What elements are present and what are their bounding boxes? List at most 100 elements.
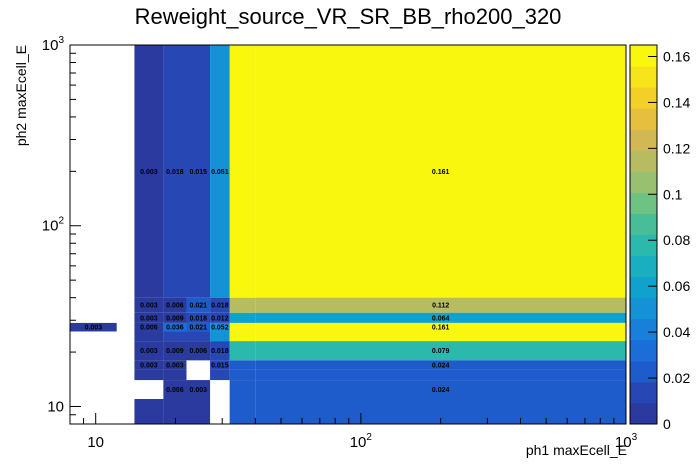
heatmap-cell — [163, 297, 187, 313]
heatmap-cell — [134, 45, 164, 298]
heatmap-cell — [255, 45, 627, 298]
colorbar-swatch — [630, 129, 657, 151]
heatmap-cell — [255, 297, 627, 313]
heatmap-cell — [163, 341, 187, 361]
y-tick-label: 102 — [42, 216, 65, 235]
heatmap-cell — [186, 380, 211, 400]
cell-value-label: 0.003 — [140, 315, 158, 322]
colorbar-swatch — [630, 87, 657, 109]
heatmap-cell — [210, 369, 230, 381]
cell-value-label: 0.021 — [190, 325, 208, 332]
heatmap-cell — [163, 399, 187, 424]
heatmap-cell — [255, 312, 627, 323]
colorbar-swatch — [630, 255, 657, 278]
colorbar-tick-label: 0.06 — [663, 278, 690, 294]
cell-value-label: 0.003 — [166, 362, 184, 369]
colorbar-tick-label: 0.08 — [663, 232, 690, 248]
cell-value-label: 0.018 — [211, 303, 229, 310]
chart-title: Reweight_source_VR_SR_BB_rho200_320 — [135, 4, 562, 29]
heatmap-cell — [163, 369, 187, 381]
axes: 10 102 103 10 102 103 — [42, 35, 638, 451]
cell-value-label: 0.003 — [140, 362, 158, 369]
colorbar-tick-label: 0 — [663, 416, 671, 432]
color-scale-bar: 0 0.02 0.04 0.06 0.08 0.1 0.12 0.14 0.16 — [629, 44, 690, 432]
colorbar-frame — [629, 44, 658, 425]
heatmap-cell — [229, 341, 256, 361]
heatmap-cell — [186, 45, 211, 298]
heatmap-cell — [229, 360, 256, 370]
colorbar-swatch — [630, 171, 657, 193]
cell-value-label: 0.161 — [432, 325, 450, 332]
cell-value-label: 0.024 — [432, 362, 450, 369]
heatmap-cell — [210, 322, 230, 332]
cell-value-label: 0.112 — [432, 303, 449, 310]
y-tick-label: 10 — [47, 398, 64, 415]
heatmap-cell — [229, 380, 256, 400]
heatmap-cell — [186, 322, 211, 332]
heatmap-cell — [163, 380, 187, 400]
heatmap-cell — [186, 341, 211, 361]
heatmap-cell — [229, 297, 256, 313]
heatmap-cell — [134, 322, 164, 332]
heatmap-cell — [229, 399, 256, 424]
heatmap-cell — [255, 341, 627, 361]
heatmap-cell — [134, 360, 164, 370]
cell-value-label: 0.009 — [166, 315, 184, 322]
heatmap-cell — [255, 360, 627, 370]
colorbar-tick-label: 0.02 — [663, 370, 690, 386]
colorbar-tick-label: 0.14 — [663, 94, 690, 110]
heatmap-cell — [229, 312, 256, 323]
heatmap-cell — [134, 341, 164, 361]
colorbar-swatch — [630, 150, 657, 172]
cell-value-label: 0.015 — [211, 362, 229, 369]
colorbar-tick-label: 0.04 — [663, 324, 690, 340]
heatmap-cell — [134, 312, 164, 323]
heatmap-cell — [210, 312, 230, 323]
cell-value-label: 0.006 — [166, 387, 184, 394]
heatmap-cell — [255, 380, 627, 400]
heatmap-cell — [163, 322, 187, 332]
heatmap-cell — [163, 360, 187, 370]
heatmap-cell — [255, 331, 627, 342]
colorbar-swatch — [630, 381, 657, 404]
heatmap-cell — [210, 45, 230, 298]
colorbar-swatch — [630, 234, 657, 257]
cell-value-label: 0.079 — [432, 348, 450, 355]
colorbar-swatch — [630, 66, 657, 88]
y-axis-label: ph2 maxEcell_E — [13, 45, 29, 146]
cell-value-label: 0.052 — [211, 325, 229, 332]
heatmap-cell — [210, 341, 230, 361]
colorbar-swatch — [630, 402, 657, 425]
colorbar-swatch — [630, 45, 657, 67]
cell-value-label: 0.018 — [166, 169, 184, 176]
heatmap-cell — [210, 331, 230, 342]
heatmap-cell — [210, 360, 230, 370]
colorbar-swatch — [630, 318, 657, 341]
colorbar-swatch — [630, 108, 657, 130]
colorbar-tick-label: 0.12 — [663, 140, 690, 156]
heatmap-cell — [210, 297, 230, 313]
heatmap-cell — [186, 399, 211, 424]
colorbar-tick-label: 0.1 — [663, 186, 683, 202]
cell-value-label: 0.003 — [140, 169, 158, 176]
heatmap-cell — [163, 45, 187, 298]
cell-value-label: 0.024 — [432, 387, 450, 394]
x-tick-label: 102 — [350, 432, 373, 451]
cell-value-label: 0.021 — [190, 303, 208, 310]
cell-value-label: 0.006 — [190, 348, 208, 355]
heatmap-cell — [186, 312, 211, 323]
heatmap-cell — [163, 312, 187, 323]
x-tick-label: 103 — [615, 432, 638, 451]
cell-value-label: 0.018 — [211, 348, 229, 355]
heatmap-cell — [134, 369, 164, 381]
heatmap-cell — [186, 331, 211, 342]
heatmap-cell — [186, 297, 211, 313]
cell-value-label: 0.009 — [166, 348, 184, 355]
cell-value-label: 0.003 — [190, 387, 208, 394]
cell-value-label: 0.161 — [432, 169, 450, 176]
heatmap-cell — [134, 297, 164, 313]
cell-value-label: 0.015 — [190, 169, 208, 176]
